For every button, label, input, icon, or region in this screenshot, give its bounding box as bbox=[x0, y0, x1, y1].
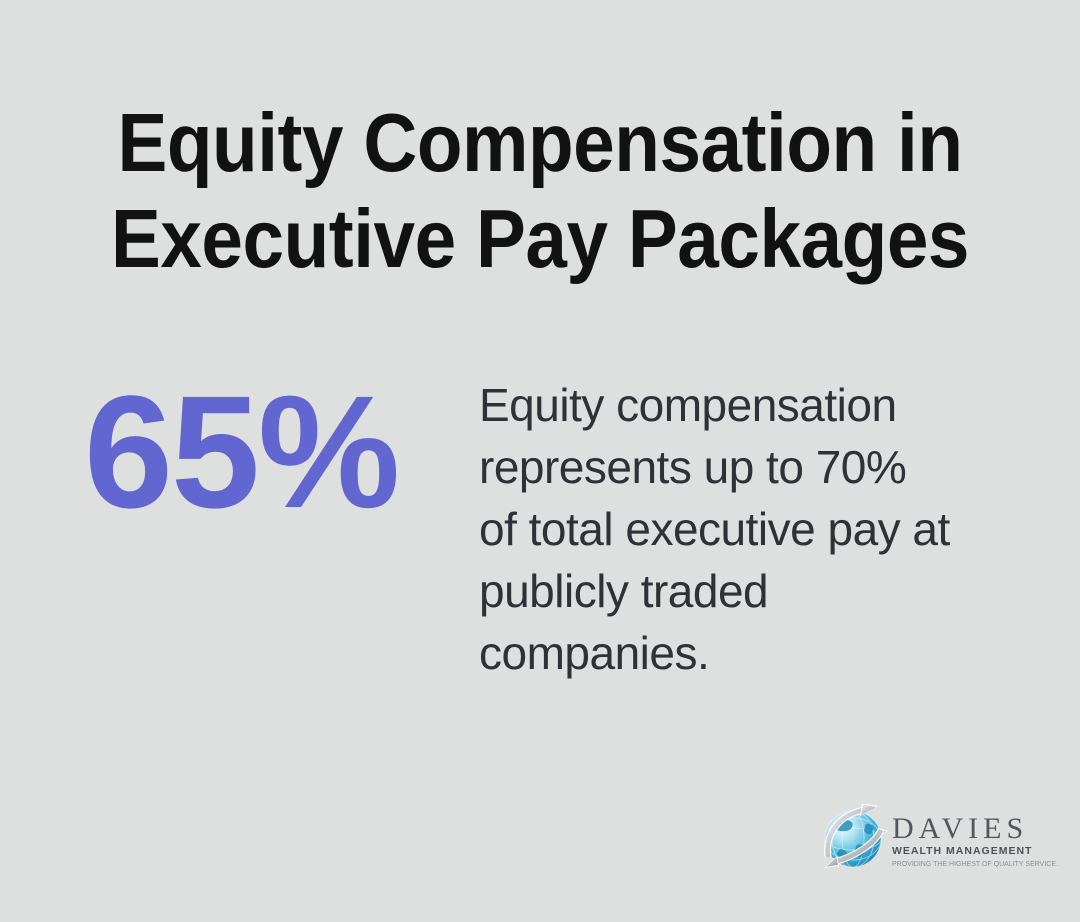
logo-tagline: PROVIDING THE HIGHEST OF QUALITY SERVICE… bbox=[892, 861, 1058, 868]
stat-description: Equity compensation represents up to 70%… bbox=[479, 379, 950, 679]
davies-wealth-logo: DAVIES WEALTH MANAGEMENT PROVIDING THE H… bbox=[824, 803, 1058, 874]
page-title: Equity Compensation in Executive Pay Pac… bbox=[54, 95, 1026, 287]
logo-subtitle: WEALTH MANAGEMENT bbox=[892, 845, 1033, 857]
globe-with-arrows-icon bbox=[824, 803, 888, 870]
logo-text-block: DAVIES WEALTH MANAGEMENT PROVIDING THE H… bbox=[892, 812, 1058, 869]
title-line-2: Executive Pay Packages bbox=[110, 192, 970, 285]
stat-percentage: 65% bbox=[84, 362, 400, 541]
title-line-1: Equity Compensation in bbox=[117, 96, 963, 189]
logo-brand-name: DAVIES bbox=[892, 812, 1029, 845]
